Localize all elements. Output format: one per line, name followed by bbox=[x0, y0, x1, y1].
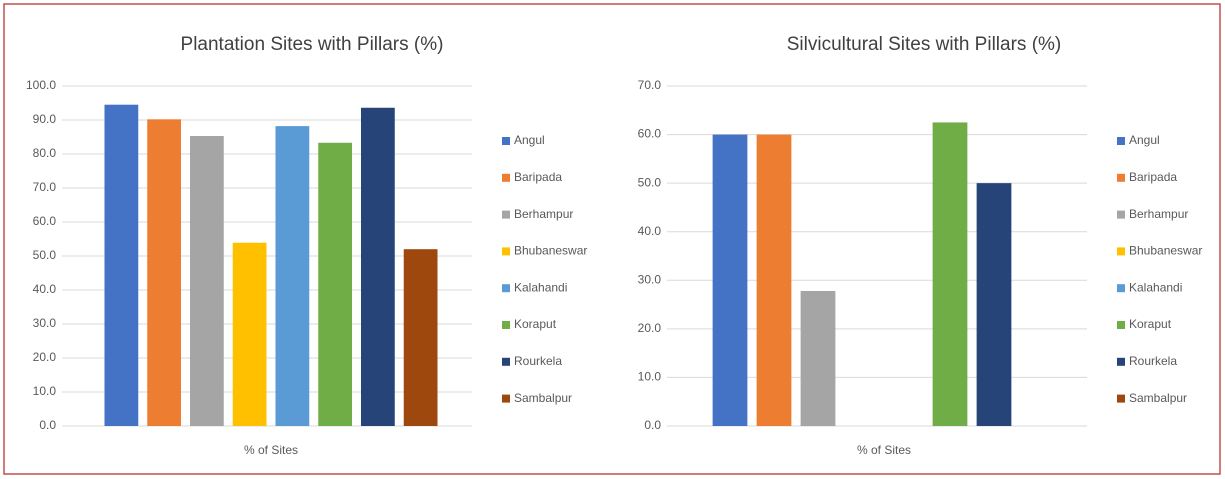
legend-swatch bbox=[502, 284, 510, 293]
legend-swatch bbox=[1117, 247, 1125, 256]
bar bbox=[932, 122, 968, 426]
legend-label: Kalahandi bbox=[514, 280, 567, 294]
legend-label: Koraput bbox=[514, 317, 557, 331]
legend-label: Sambalpur bbox=[1129, 391, 1187, 405]
legend-swatch bbox=[502, 173, 510, 182]
bar bbox=[232, 242, 267, 426]
chart-title: Plantation Sites with Pillars (%) bbox=[181, 34, 444, 55]
y-tick-label: 60.0 bbox=[33, 214, 57, 228]
legend-label: Rourkela bbox=[514, 354, 562, 368]
legend-label: Sambalpur bbox=[514, 391, 572, 405]
legend-swatch bbox=[502, 247, 510, 256]
bar bbox=[360, 107, 395, 426]
legend-swatch bbox=[1117, 321, 1125, 329]
bar bbox=[318, 142, 353, 426]
bar bbox=[104, 104, 139, 426]
y-tick-label: 90.0 bbox=[33, 112, 57, 126]
bar bbox=[800, 290, 836, 426]
legend-label: Bhubaneswar bbox=[514, 244, 587, 258]
chart-title: Silvicultural Sites with Pillars (%) bbox=[787, 34, 1062, 55]
frame bbox=[3, 3, 1221, 475]
y-tick-label: 70.0 bbox=[638, 78, 662, 92]
legend-swatch bbox=[1117, 173, 1125, 182]
legend-swatch bbox=[502, 210, 510, 219]
y-tick-label: 100.0 bbox=[26, 78, 56, 92]
bar bbox=[976, 183, 1012, 426]
legend-label: Baripada bbox=[514, 170, 562, 184]
legend-swatch bbox=[502, 321, 510, 329]
legend-swatch bbox=[502, 394, 510, 403]
bar bbox=[756, 134, 792, 427]
y-tick-label: 10.0 bbox=[638, 370, 662, 384]
legend-swatch bbox=[1117, 284, 1125, 293]
x-tick-label: % of Sites bbox=[857, 443, 911, 457]
bar bbox=[275, 126, 310, 427]
legend-label: Baripada bbox=[1129, 170, 1177, 184]
legend-swatch bbox=[1117, 357, 1125, 366]
y-tick-label: 50.0 bbox=[33, 248, 57, 262]
y-tick-label: 20.0 bbox=[33, 350, 57, 364]
y-tick-label: 30.0 bbox=[33, 316, 57, 330]
bar bbox=[147, 119, 182, 426]
legend-label: Koraput bbox=[1129, 317, 1172, 331]
x-tick-label: % of Sites bbox=[244, 443, 298, 457]
y-tick-label: 60.0 bbox=[638, 127, 662, 141]
y-tick-label: 0.0 bbox=[39, 418, 56, 432]
y-tick-label: 80.0 bbox=[33, 146, 57, 160]
legend-label: Angul bbox=[514, 133, 545, 147]
legend-label: Rourkela bbox=[1129, 354, 1177, 368]
legend-label: Berhampur bbox=[1129, 207, 1188, 221]
y-tick-label: 20.0 bbox=[638, 321, 662, 335]
legend-label: Berhampur bbox=[514, 207, 573, 221]
legend-swatch bbox=[1117, 394, 1125, 403]
bar bbox=[189, 135, 224, 427]
bar bbox=[712, 134, 748, 427]
y-tick-label: 0.0 bbox=[644, 418, 661, 432]
y-tick-label: 40.0 bbox=[638, 224, 662, 238]
y-tick-label: 40.0 bbox=[33, 282, 57, 296]
legend-label: Kalahandi bbox=[1129, 280, 1182, 294]
legend-swatch bbox=[502, 357, 510, 366]
y-tick-label: 10.0 bbox=[33, 384, 57, 398]
y-tick-label: 70.0 bbox=[33, 180, 57, 194]
y-tick-label: 50.0 bbox=[638, 175, 662, 189]
legend-swatch bbox=[1117, 210, 1125, 219]
bar bbox=[403, 249, 438, 426]
legend-swatch bbox=[502, 137, 510, 145]
legend-swatch bbox=[1117, 137, 1125, 145]
y-tick-label: 30.0 bbox=[638, 272, 662, 286]
legend-label: Angul bbox=[1129, 133, 1160, 147]
legend-label: Bhubaneswar bbox=[1129, 244, 1202, 258]
